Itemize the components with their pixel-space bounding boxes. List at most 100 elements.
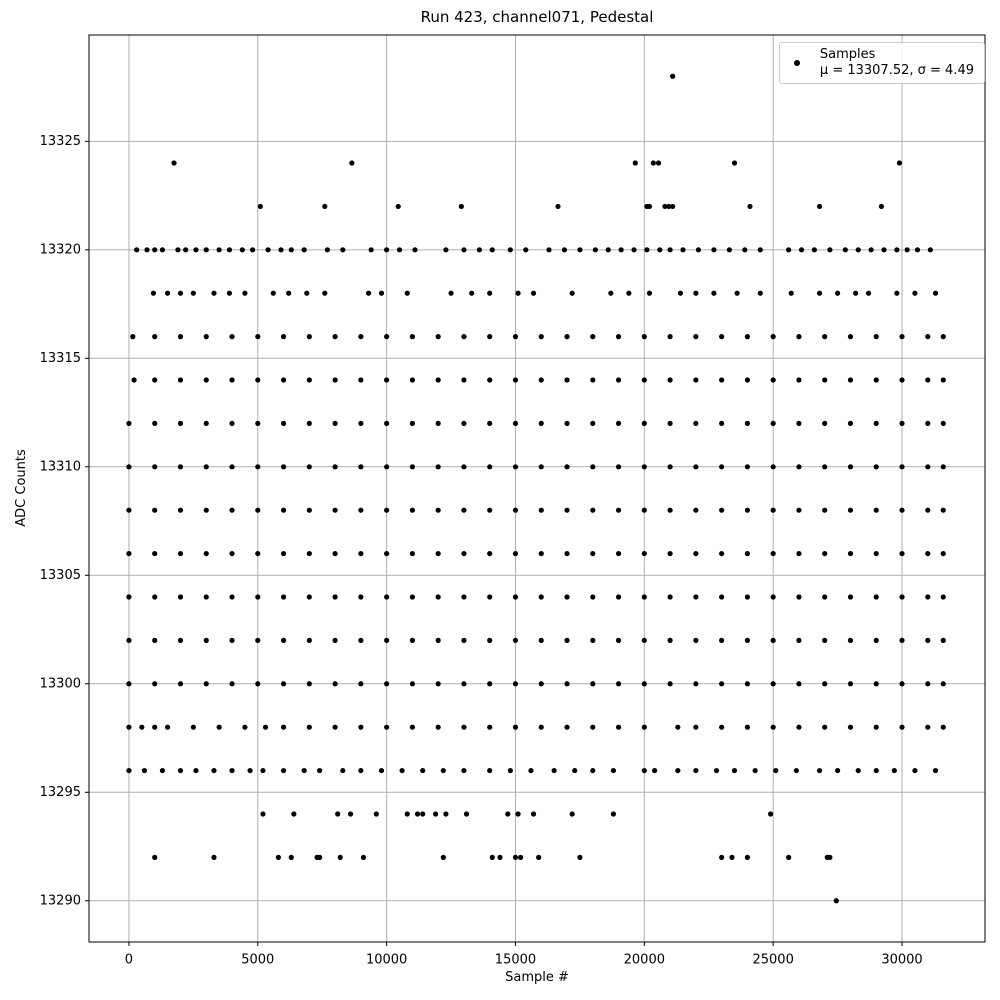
point — [262, 724, 269, 730]
point — [770, 681, 776, 687]
point — [770, 377, 776, 383]
point — [358, 334, 364, 340]
point — [317, 854, 323, 860]
point — [693, 377, 699, 383]
point — [260, 767, 266, 774]
point — [847, 507, 854, 513]
point — [670, 203, 676, 210]
point — [822, 550, 828, 557]
point — [822, 464, 828, 470]
point — [306, 377, 312, 383]
point — [286, 290, 292, 296]
point — [925, 550, 931, 557]
point — [615, 681, 622, 687]
point — [925, 681, 931, 687]
point — [487, 420, 493, 427]
point — [667, 377, 673, 383]
point — [152, 507, 158, 513]
point — [476, 247, 483, 253]
point — [280, 420, 287, 427]
point — [358, 681, 364, 687]
point — [641, 724, 647, 730]
point — [693, 334, 699, 340]
point — [610, 811, 617, 817]
point — [770, 594, 776, 600]
point — [177, 290, 184, 296]
point — [216, 247, 222, 253]
point — [203, 247, 209, 253]
point — [384, 594, 390, 600]
point — [615, 550, 622, 557]
point — [280, 767, 287, 774]
point — [873, 377, 879, 383]
point — [242, 290, 248, 296]
point — [280, 377, 287, 383]
point — [152, 334, 158, 340]
point — [255, 637, 261, 643]
point — [796, 724, 802, 730]
point — [512, 681, 519, 687]
point — [655, 160, 662, 166]
point — [487, 724, 493, 730]
point — [193, 247, 199, 253]
point — [641, 594, 647, 600]
point — [925, 724, 931, 730]
point — [538, 464, 544, 470]
point — [666, 203, 672, 210]
point — [873, 681, 879, 687]
point — [731, 160, 738, 166]
point — [414, 811, 421, 817]
point — [409, 377, 416, 383]
point — [203, 377, 209, 383]
point — [203, 681, 209, 687]
point — [270, 290, 276, 296]
point — [693, 420, 699, 427]
point — [693, 507, 699, 513]
point — [291, 811, 297, 817]
point — [332, 377, 338, 383]
point — [301, 767, 307, 774]
point — [644, 247, 650, 253]
point — [744, 464, 751, 470]
point — [940, 681, 946, 687]
point — [306, 507, 312, 513]
point — [564, 594, 570, 600]
point — [461, 767, 467, 774]
point — [384, 681, 390, 687]
x-tick-label: 5000 — [241, 953, 274, 968]
point — [940, 550, 946, 557]
point — [881, 247, 887, 253]
point — [564, 681, 570, 687]
point — [384, 247, 390, 253]
point — [512, 464, 519, 470]
point — [193, 767, 199, 774]
point — [203, 637, 209, 643]
point — [816, 203, 823, 210]
point — [440, 767, 446, 774]
point — [177, 594, 184, 600]
point — [641, 637, 647, 643]
point — [899, 377, 905, 383]
point — [693, 637, 699, 643]
point — [822, 377, 828, 383]
point — [667, 637, 673, 643]
point — [226, 247, 233, 253]
point — [873, 464, 879, 470]
point — [538, 637, 544, 643]
point — [719, 377, 725, 383]
point — [675, 724, 681, 730]
point — [461, 724, 467, 730]
point — [693, 767, 699, 774]
point — [767, 811, 774, 817]
point — [255, 681, 261, 687]
point — [940, 334, 946, 340]
point — [461, 507, 467, 513]
point — [247, 767, 253, 774]
point — [255, 464, 261, 470]
point — [203, 594, 209, 600]
point — [409, 724, 416, 730]
point — [332, 724, 338, 730]
point — [239, 247, 245, 253]
